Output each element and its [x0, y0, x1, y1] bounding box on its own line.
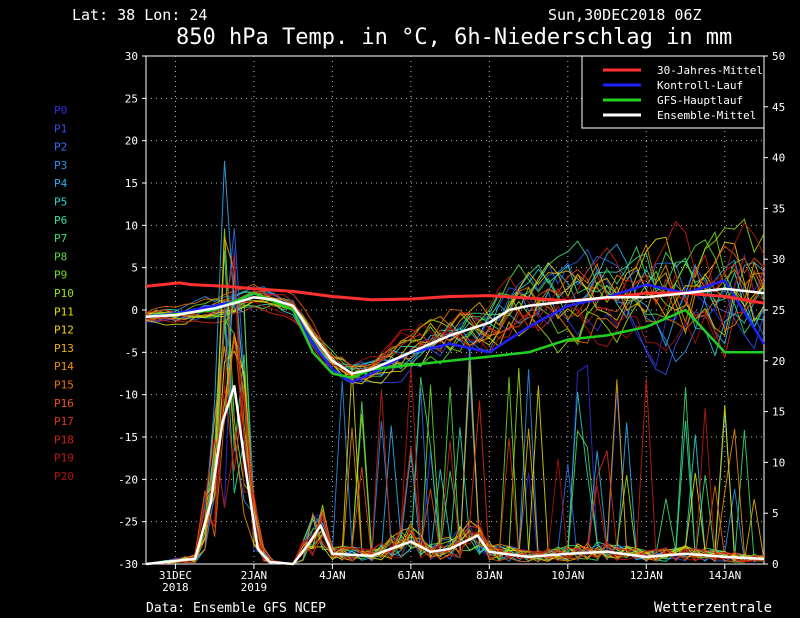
series-ensemble-mittel-niederschlag — [145, 384, 765, 566]
y-left-tick-label: 20 — [125, 135, 138, 148]
y-right-tick-label: 0 — [772, 558, 779, 571]
x-tick-label: 10JAN — [551, 569, 584, 582]
highlighted-series — [145, 279, 766, 566]
y-right-tick-label: 50 — [772, 50, 785, 63]
chart-title: 850 hPa Temp. in °C, 6h-Niederschlag in … — [176, 25, 732, 50]
member-label: P13 — [54, 342, 74, 355]
member-label: P9 — [54, 269, 67, 282]
y-right-tick-label: 30 — [772, 253, 785, 266]
member-precip-line — [145, 385, 765, 565]
x-tick-label: 6JAN — [398, 569, 425, 582]
legend-label: 30-Jahres-Mittel — [657, 64, 763, 77]
location-label: Lat: 38 Lon: 24 — [72, 6, 207, 24]
run-label: Sun,30DEC2018 06Z — [548, 6, 702, 24]
y-left-tick-label: 10 — [125, 219, 138, 232]
y-left-tick-label: -30 — [118, 558, 138, 571]
grid — [146, 56, 764, 564]
y-left-tick-label: 5 — [131, 262, 138, 275]
y-axis-left: 30 25 20 15 10 5 0 -5 -10 -15 -20 -25 -30 — [118, 50, 146, 571]
member-precip-line — [145, 228, 765, 565]
x-tick-label: 14JAN — [708, 569, 741, 582]
member-temp-line — [145, 236, 765, 384]
legend-label: Kontroll-Lauf — [657, 79, 743, 92]
member-label: P5 — [54, 196, 67, 209]
member-precip-line — [145, 228, 765, 565]
member-legend: P0 P1 P2 P3 P4 P5 P6 P7 P8 P9 P10 P11 P12 P13 P14 P15 P1… — [54, 104, 74, 483]
member-label: P6 — [54, 214, 67, 227]
member-label: P7 — [54, 232, 67, 245]
y-right-tick-label: 25 — [772, 304, 785, 317]
y-right-tick-label: 45 — [772, 101, 785, 114]
y-left-tick-label: -20 — [118, 473, 138, 486]
member-label: P20 — [54, 470, 74, 483]
x-tick-label: 4JAN — [319, 569, 346, 582]
y-right-tick-label: 20 — [772, 355, 785, 368]
member-label: P17 — [54, 415, 74, 428]
member-label: P12 — [54, 324, 74, 337]
member-label: P15 — [54, 379, 74, 392]
x-tick-label: 2JAN — [241, 569, 268, 582]
y-right-tick-label: 15 — [772, 406, 785, 419]
y-left-tick-label: 25 — [125, 92, 138, 105]
member-label: P4 — [54, 177, 68, 190]
y-right-tick-label: 10 — [772, 456, 785, 469]
y-left-tick-label: 15 — [125, 177, 138, 190]
member-label: P19 — [54, 452, 74, 465]
member-temp-line — [145, 254, 765, 367]
x-tick-sublabel: 2018 — [162, 581, 189, 594]
x-tick-label: 12JAN — [630, 569, 663, 582]
x-tick-sublabel: 2019 — [241, 581, 268, 594]
y-right-tick-label: 5 — [772, 507, 779, 520]
member-label: P8 — [54, 250, 67, 263]
series-ensemble-mittel — [145, 287, 765, 375]
member-label: P11 — [54, 305, 74, 318]
member-label: P0 — [54, 104, 67, 117]
y-left-tick-label: 0 — [131, 304, 138, 317]
y-left-tick-label: -25 — [118, 516, 138, 529]
y-left-tick-label: -10 — [118, 389, 138, 402]
legend-label: Ensemble-Mittel — [657, 109, 756, 122]
member-label: P14 — [54, 360, 74, 373]
member-temp-line — [145, 230, 765, 369]
series-30-jahres-mittel — [145, 281, 765, 305]
x-tick-label: 31DEC — [159, 569, 192, 582]
brand-label: Wetterzentrale — [654, 600, 772, 616]
member-label: P1 — [54, 122, 67, 135]
member-precipitation-traces — [145, 160, 765, 565]
y-left-tick-label: -15 — [118, 431, 138, 444]
member-label: P18 — [54, 433, 74, 446]
member-precip-line — [145, 306, 765, 565]
legend-items: 30-Jahres-Mittel Kontroll-Lauf GFS-Hauptla… — [603, 64, 763, 122]
x-tick-label: 8JAN — [476, 569, 503, 582]
y-left-tick-label: -5 — [125, 346, 138, 359]
member-temp-line — [145, 260, 765, 372]
y-right-tick-label: 40 — [772, 152, 785, 165]
member-label: P3 — [54, 159, 67, 172]
member-label: P2 — [54, 141, 67, 154]
legend-box: 30-Jahres-Mittel Kontroll-Lauf GFS-Hauptla… — [581, 55, 765, 129]
legend-label: GFS-Hauptlauf — [657, 94, 743, 107]
y-left-tick-label: 30 — [125, 50, 138, 63]
y-right-tick-label: 35 — [772, 202, 785, 215]
member-precip-line — [145, 333, 765, 565]
member-label: P16 — [54, 397, 74, 410]
member-label: P10 — [54, 287, 74, 300]
data-source-label: Data: Ensemble GFS NCEP — [146, 601, 326, 616]
